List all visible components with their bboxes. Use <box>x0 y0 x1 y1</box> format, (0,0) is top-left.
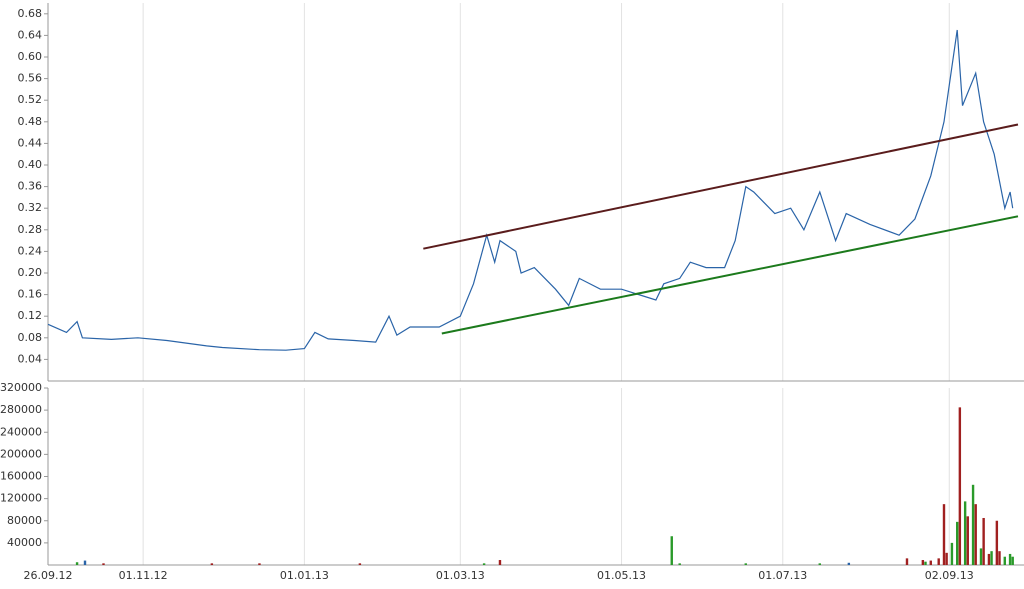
volume-bar <box>998 551 1001 565</box>
y-tick-label: 160000 <box>0 470 42 483</box>
x-tick-label: 26.09.12 <box>24 569 73 582</box>
volume-bar <box>958 407 962 565</box>
x-tick-label: 01.01.13 <box>280 569 329 582</box>
volume-bar <box>210 563 214 565</box>
y-tick-label: 0.28 <box>18 223 43 236</box>
volume-bar <box>979 548 983 565</box>
volume-bar <box>83 560 87 565</box>
volume-bar <box>956 521 959 565</box>
volume-bar <box>921 560 925 565</box>
volume-bar <box>982 517 985 565</box>
y-tick-label: 0.36 <box>18 180 43 193</box>
y-tick-label: 0.20 <box>18 266 43 279</box>
volume-bar <box>974 504 977 565</box>
y-tick-label: 0.12 <box>18 309 43 322</box>
volume-bar <box>966 516 969 565</box>
volume-bar <box>678 563 681 565</box>
y-tick-label: 0.60 <box>18 50 43 63</box>
trend-line <box>441 215 1019 335</box>
x-tick-label: 01.07.13 <box>758 569 807 582</box>
y-tick-label: 80000 <box>7 514 42 527</box>
volume-bar <box>950 542 954 565</box>
volume-bar <box>963 501 967 565</box>
y-tick-label: 0.24 <box>18 244 43 257</box>
volume-bar <box>498 560 502 565</box>
y-tick-label: 0.40 <box>18 158 43 171</box>
volume-bar <box>937 558 940 565</box>
volume-bar <box>945 552 948 565</box>
volume-bar <box>847 562 851 565</box>
volume-bar <box>987 553 991 565</box>
x-tick-label: 01.03.13 <box>436 569 485 582</box>
volume-bar <box>102 563 105 565</box>
y-tick-label: 0.04 <box>18 352 43 365</box>
volume-bar <box>929 560 932 565</box>
volume-bar <box>905 558 909 565</box>
y-tick-label: 0.64 <box>18 28 43 41</box>
y-tick-label: 200000 <box>0 447 42 460</box>
price-line <box>47 29 1014 351</box>
volume-bar <box>818 563 821 565</box>
y-tick-label: 0.08 <box>18 331 43 344</box>
volume-bar <box>995 520 999 565</box>
y-tick-label: 0.56 <box>18 72 43 85</box>
y-tick-label: 0.44 <box>18 136 43 149</box>
volume-bar <box>744 563 747 565</box>
x-tick-label: 02.09.13 <box>925 569 974 582</box>
trend-line <box>423 123 1019 250</box>
y-tick-label: 280000 <box>0 403 42 416</box>
volume-bar <box>1003 556 1006 565</box>
volume-bar <box>1008 553 1012 565</box>
y-tick-label: 120000 <box>0 492 42 505</box>
volume-bar <box>990 551 993 565</box>
x-tick-label: 01.11.12 <box>119 569 168 582</box>
volume-bar <box>971 484 975 565</box>
volume-bar <box>670 536 673 565</box>
y-tick-label: 0.48 <box>18 115 43 128</box>
volume-bar <box>75 562 79 565</box>
y-tick-label: 0.32 <box>18 201 43 214</box>
y-tick-label: 0.16 <box>18 288 43 301</box>
y-tick-label: 0.52 <box>18 93 43 106</box>
volume-bar <box>1011 556 1014 565</box>
volume-bar <box>942 504 946 565</box>
volume-bar <box>258 563 261 565</box>
y-tick-label: 320000 <box>0 381 42 394</box>
y-tick-label: 0.68 <box>18 7 43 20</box>
y-tick-label: 40000 <box>7 536 42 549</box>
y-tick-label: 240000 <box>0 425 42 438</box>
volume-bar <box>924 561 927 565</box>
x-tick-label: 01.05.13 <box>597 569 646 582</box>
volume-bar <box>358 563 362 565</box>
volume-bar <box>482 563 486 565</box>
